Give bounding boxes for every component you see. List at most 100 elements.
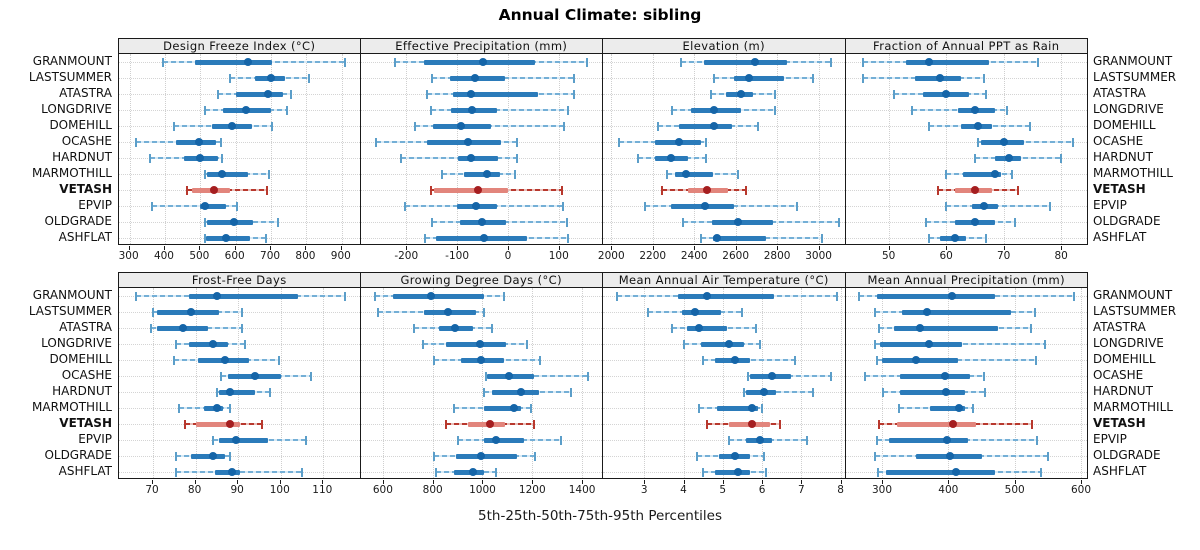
whisker-cap-95th — [502, 291, 505, 301]
whisker-cap-95th — [985, 233, 988, 243]
axis-tick-label: 2600 — [722, 250, 750, 262]
whisker-cap-95th — [1071, 137, 1074, 147]
interquartile-bar-25th-75th — [195, 421, 241, 427]
site-label-left-ocashe: OCASHE — [61, 134, 112, 148]
whisker-cap-5th — [681, 217, 684, 227]
whisker-cap-5th — [445, 419, 448, 429]
axis-tick-label: 300 — [871, 484, 892, 496]
whisker-cap-95th — [515, 137, 518, 147]
median-dot — [225, 420, 234, 428]
whisker-cap-5th — [712, 73, 715, 83]
axis-tick-label: 7 — [797, 484, 805, 496]
whisker-cap-95th — [757, 121, 760, 131]
site-label-left-lastsummer: LASTSUMMER — [28, 304, 112, 318]
site-label-left-marmothill: MARMOTHILL — [32, 166, 112, 180]
median-dot — [954, 404, 963, 412]
interquartile-bar-25th-75th — [712, 235, 766, 241]
gridline-vertical — [840, 288, 842, 478]
axis-tick-mark — [683, 480, 685, 484]
axis-tick-mark — [279, 480, 281, 484]
whisker-cap-95th — [982, 73, 985, 83]
median-dot — [464, 138, 473, 146]
axis-tick-mark — [611, 246, 613, 250]
site-label-left-epvip: EPVIP — [78, 198, 112, 212]
whisker-cap-95th — [736, 169, 739, 179]
site-label-right-ocashe: OCASHE — [1093, 134, 1144, 148]
interquartile-bar-25th-75th — [457, 155, 498, 161]
whisker-cap-5th — [204, 217, 207, 227]
median-dot — [695, 324, 704, 332]
site-label-left-ashflat: ASHFLAT — [58, 464, 112, 478]
axis-tick-mark — [432, 480, 434, 484]
gridline-vertical — [948, 288, 950, 478]
axis-tick-mark — [881, 480, 883, 484]
axis-tick-mark — [1081, 480, 1083, 484]
whisker-cap-5th — [421, 339, 424, 349]
whisker-cap-95th — [260, 419, 263, 429]
axis-tick-label: 80 — [187, 484, 202, 496]
whisker-cap-5th — [637, 153, 640, 163]
whisker-cap-5th — [881, 387, 884, 397]
gridline-vertical — [801, 288, 803, 478]
whisker-cap-5th — [876, 435, 879, 445]
whisker-cap-5th — [432, 355, 435, 365]
whisker-cap-5th — [211, 435, 214, 445]
whisker-cap-5th — [134, 137, 137, 147]
gridline-row — [603, 142, 845, 143]
whisker-cap-95th — [774, 105, 777, 115]
whisker-cap-5th — [452, 403, 455, 413]
gridline-vertical — [306, 54, 308, 244]
median-dot — [221, 356, 230, 364]
whisker-cap-95th — [1048, 201, 1051, 211]
axis-tick-mark — [840, 480, 842, 484]
median-dot — [477, 356, 486, 364]
median-dot — [210, 186, 219, 194]
site-label-right-hardnut: HARDNUT — [1093, 150, 1153, 164]
whisker-cap-95th — [573, 73, 576, 83]
whisker-cap-95th — [569, 387, 572, 397]
median-dot — [943, 436, 951, 444]
panel-x-axis: -200 -100 0 100 — [361, 246, 604, 264]
whisker-cap-5th — [679, 57, 682, 67]
panel-7: Mean Annual Air Temperature (°C) — [603, 272, 846, 479]
panel-1: Design Freeze Index (°C) — [118, 38, 361, 245]
site-label-left-vetash: VETASH — [59, 416, 112, 430]
panel-6: Growing Degree Days (°C) — [360, 272, 603, 479]
gridline-vertical — [694, 54, 696, 244]
axis-tick-mark — [532, 480, 534, 484]
whisker-cap-95th — [277, 217, 280, 227]
axis-tick-mark — [482, 480, 484, 484]
median-dot — [517, 388, 526, 396]
whisker-cap-95th — [774, 89, 777, 99]
interquartile-bar-25th-75th — [427, 139, 502, 145]
panel-plot-area — [845, 288, 1087, 478]
whisker-cap-95th — [1046, 451, 1049, 461]
axis-tick-mark — [340, 246, 342, 250]
whisker-cap-5th — [172, 121, 175, 131]
axis-tick-mark — [652, 246, 654, 250]
whisker-5th-95th — [486, 375, 589, 377]
axis-tick-label: 0 — [504, 250, 512, 262]
interquartile-bar-25th-75th — [456, 453, 518, 459]
whisker-cap-5th — [173, 355, 176, 365]
gridline-vertical — [432, 288, 434, 478]
site-label-left-atastra: ATASTRA — [59, 86, 112, 100]
gridline-vertical — [1003, 54, 1005, 244]
whisker-cap-95th — [1030, 323, 1033, 333]
axis-tick-label: 5 — [719, 484, 727, 496]
panel-strip-title: Design Freeze Index (°C) — [119, 39, 360, 54]
axis-tick-mark — [305, 246, 307, 250]
axis-tick-label: 900 — [330, 250, 351, 262]
median-dot — [232, 436, 241, 444]
whisker-cap-5th — [747, 371, 750, 381]
whisker-cap-5th — [374, 291, 377, 301]
whisker-cap-5th — [485, 371, 488, 381]
whisker-cap-5th — [702, 467, 705, 477]
whisker-cap-95th — [1014, 217, 1017, 227]
whisker-cap-95th — [812, 387, 815, 397]
gridline-row — [360, 392, 602, 393]
whisker-cap-95th — [1034, 355, 1037, 365]
median-dot — [760, 388, 768, 396]
median-dot — [947, 292, 956, 300]
whisker-cap-95th — [982, 371, 985, 381]
